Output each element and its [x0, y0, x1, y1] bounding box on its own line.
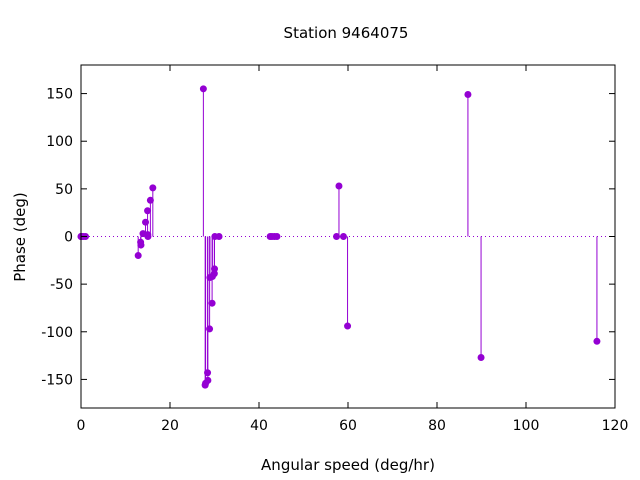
data-point	[273, 233, 281, 240]
data-point	[146, 196, 154, 204]
x-tick-label: 20	[161, 418, 179, 434]
data-point	[333, 233, 341, 240]
x-tick-label: 100	[513, 418, 540, 434]
data-point	[464, 91, 472, 99]
data-point	[206, 325, 214, 333]
y-tick-label: -50	[50, 277, 73, 293]
data-point	[144, 233, 152, 240]
y-axis-title: Phase (deg)	[11, 192, 29, 282]
data-point	[339, 233, 347, 240]
x-axis: 0 20 40 60 80 100 120	[77, 65, 629, 434]
y-tick-label: 150	[46, 87, 73, 103]
data-point	[335, 182, 343, 190]
data-point	[199, 85, 207, 93]
data-point	[211, 265, 218, 273]
y-tick-label: 100	[46, 134, 73, 150]
data-point	[593, 337, 601, 345]
x-tick-label: 120	[602, 418, 629, 434]
y-axis: 150 100 50 0 -50 -100 -150	[41, 87, 615, 388]
data-point	[142, 218, 150, 226]
y-tick-label: -100	[41, 325, 73, 341]
y-tick-label: 0	[64, 230, 73, 246]
data-point	[204, 369, 212, 377]
data-point	[344, 322, 352, 330]
y-tick-label: -150	[41, 372, 73, 388]
data-point	[208, 299, 216, 307]
x-tick-label: 80	[428, 418, 446, 434]
data-point	[215, 233, 223, 240]
data-point	[144, 207, 152, 215]
x-axis-title: Angular speed (deg/hr)	[261, 456, 435, 474]
data-point	[149, 184, 157, 192]
data-point	[134, 252, 142, 260]
x-tick-label: 40	[250, 418, 268, 434]
y-tick-label: 50	[55, 182, 73, 198]
data-point	[137, 241, 145, 249]
data-point	[477, 354, 485, 362]
chart-title: Station 9464075	[284, 24, 409, 42]
data-point	[204, 376, 212, 384]
plot-area	[77, 85, 615, 389]
x-tick-label: 60	[339, 418, 357, 434]
x-tick-label: 0	[77, 418, 86, 434]
